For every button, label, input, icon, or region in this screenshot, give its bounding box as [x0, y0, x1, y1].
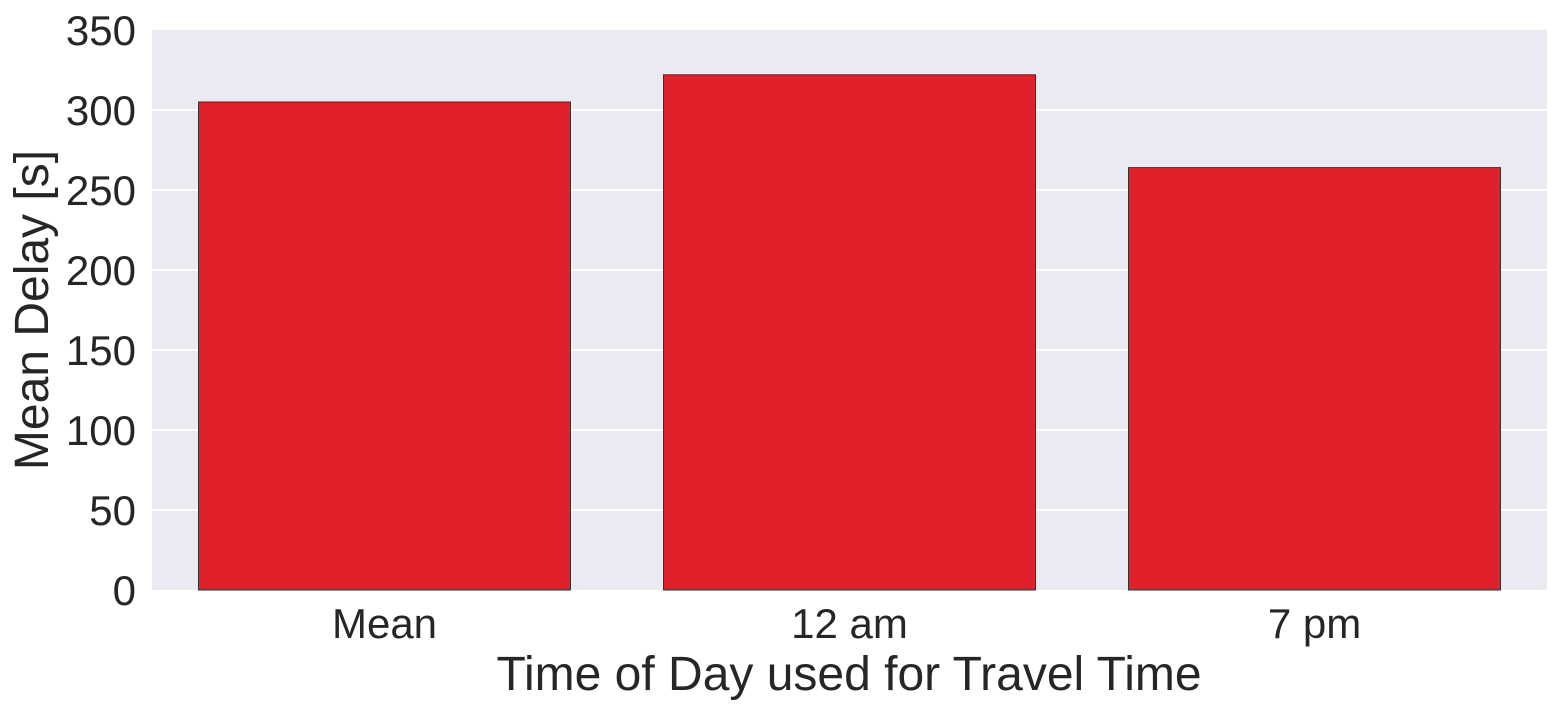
y-tick-label: 50 — [89, 487, 136, 534]
bars — [198, 74, 1501, 591]
y-tick-label: 250 — [66, 167, 136, 214]
y-tick-label: 0 — [113, 567, 136, 614]
x-tick-label: 7 pm — [1268, 600, 1361, 647]
x-axis-label: Time of Day used for Travel Time — [496, 648, 1201, 701]
y-tick-label: 350 — [66, 7, 136, 54]
x-tick-label: 12 am — [791, 600, 908, 647]
y-axis-label: Mean Delay [s] — [6, 150, 59, 470]
x-tick-label: Mean — [332, 600, 437, 647]
y-tick-label: 300 — [66, 87, 136, 134]
y-tick-labels: 0 50 100 150 200 250 300 350 — [66, 7, 136, 614]
bar-12-am — [663, 74, 1036, 591]
x-tick-labels: Mean 12 am 7 pm — [332, 600, 1361, 647]
y-tick-label: 150 — [66, 327, 136, 374]
y-tick-label: 100 — [66, 407, 136, 454]
bar-mean — [198, 101, 571, 591]
bar-7-pm — [1128, 167, 1501, 591]
y-tick-label: 200 — [66, 247, 136, 294]
